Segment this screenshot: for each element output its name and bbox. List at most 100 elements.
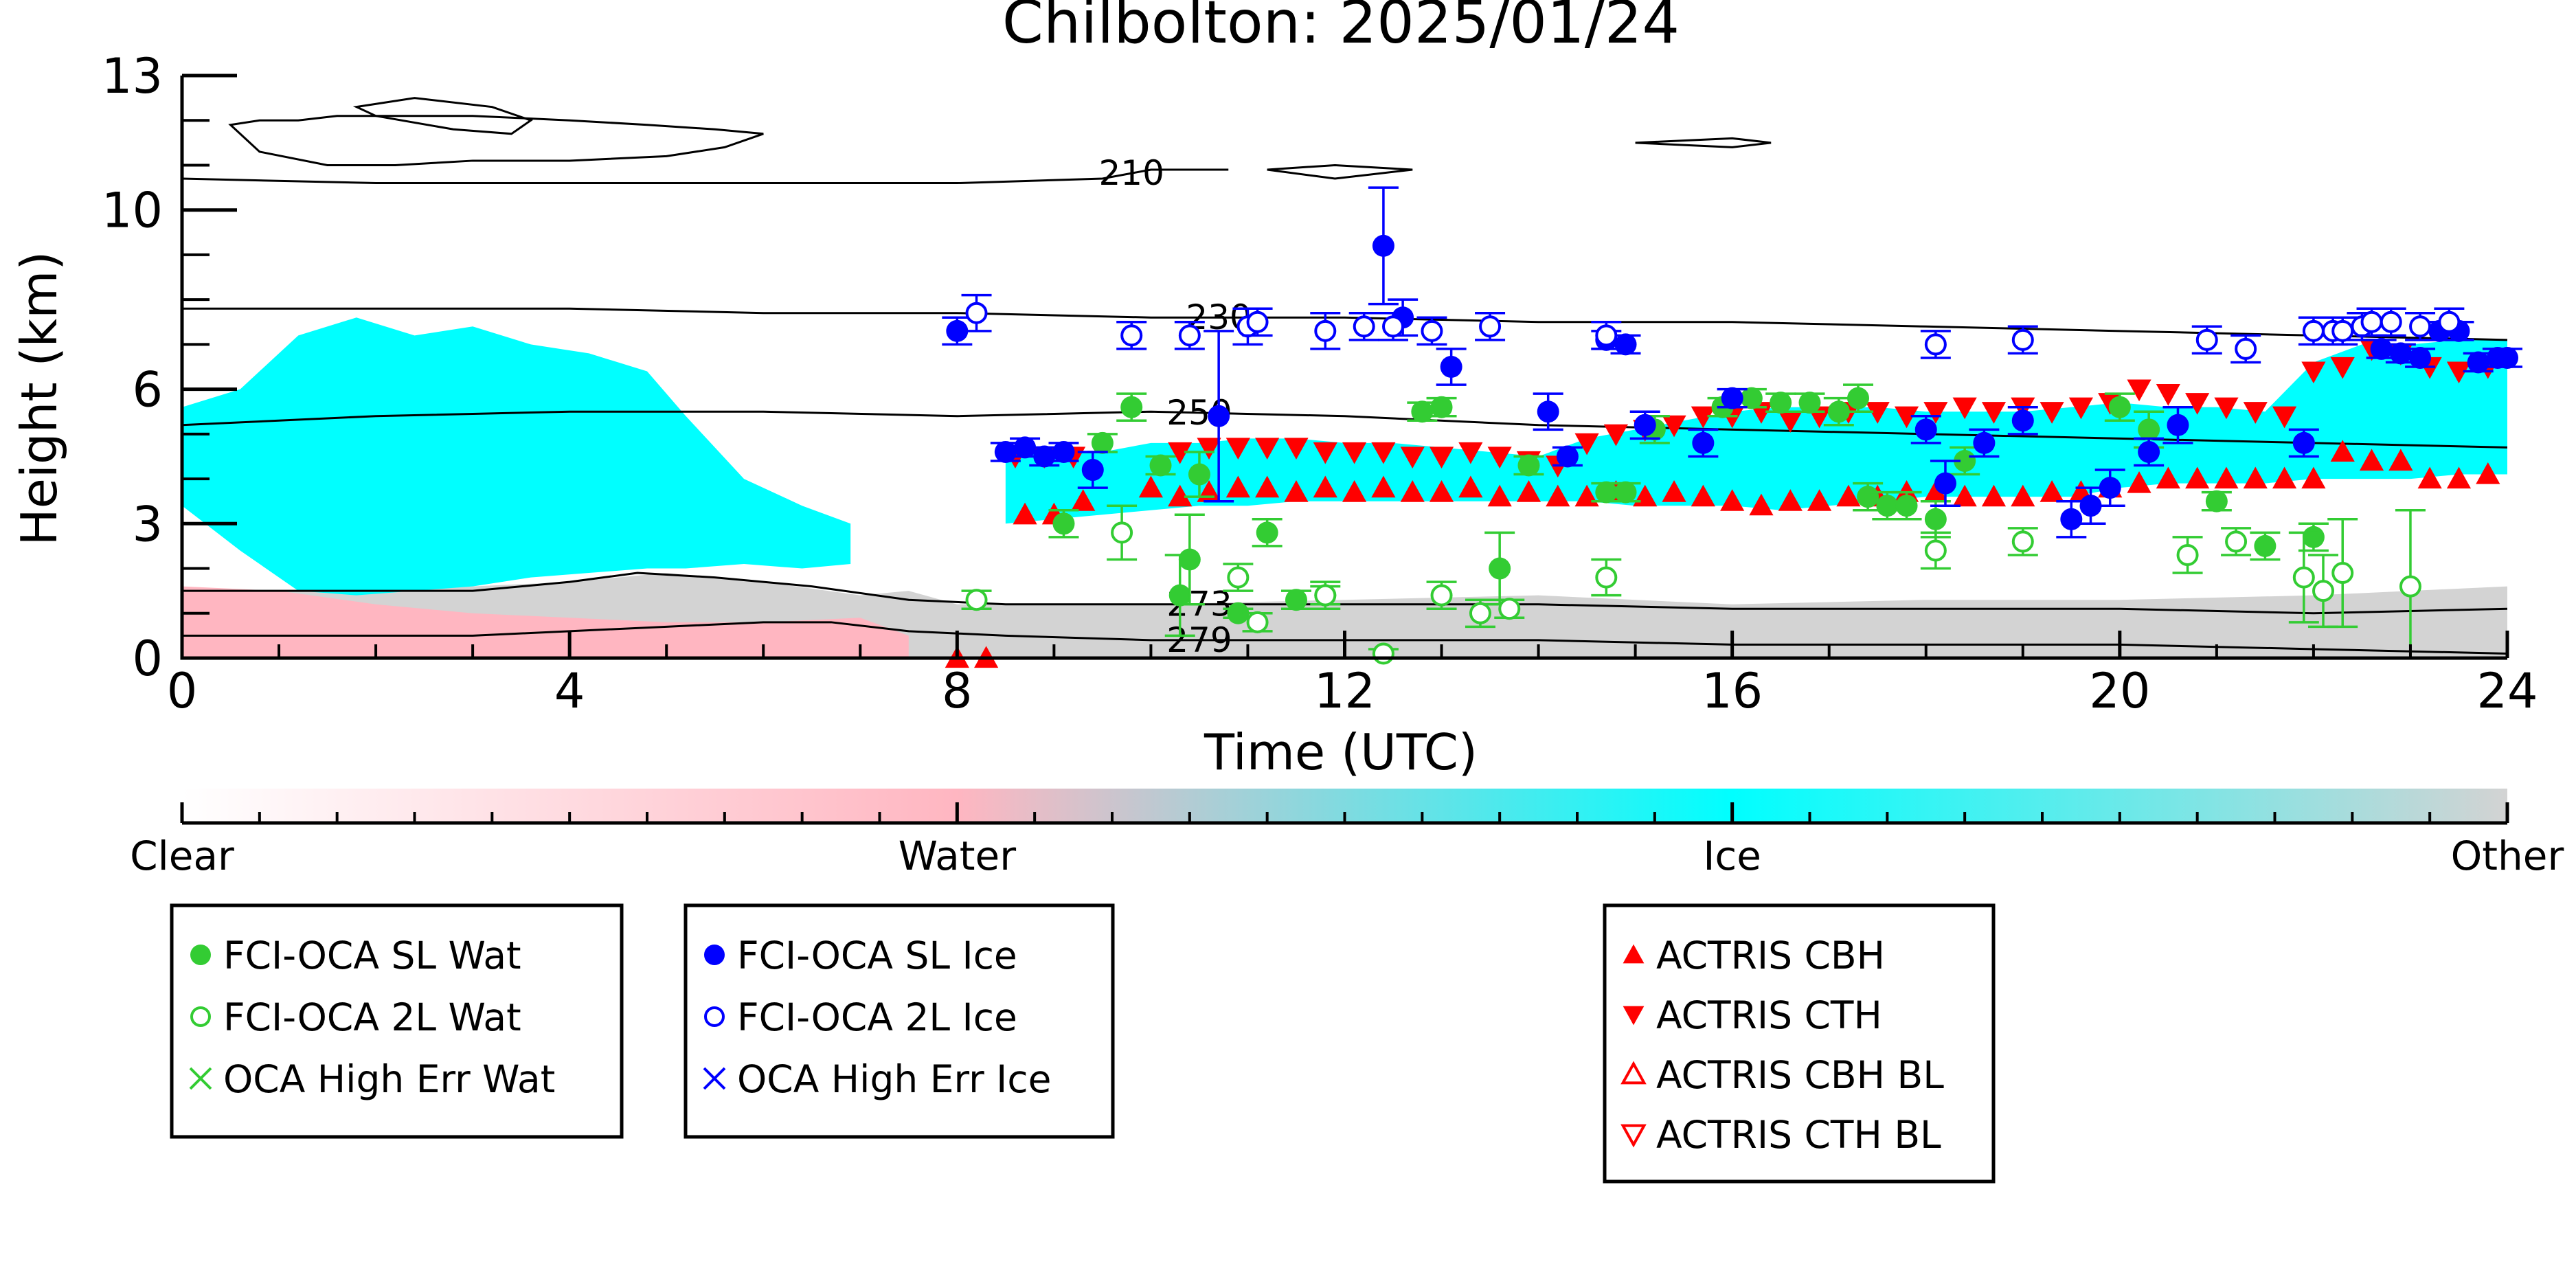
legend-frame	[170, 903, 624, 1139]
fci-oca-sl-ice-point	[1372, 234, 1394, 257]
fci-oca-sl-wat-point	[1517, 454, 1540, 477]
actris-cth-point	[1603, 424, 1629, 447]
legend-label-oca-high-err-wat: OCA High Err Wat	[223, 1057, 555, 1101]
fci-oca-sl-ice-point	[1556, 445, 1579, 468]
legend-marker-fci-oca-sl-wat	[190, 945, 211, 965]
legend-label-fci-oca-sl-ice: FCI-OCA SL Ice	[737, 934, 1017, 978]
legend-item-fci-oca-sl-wat: FCI-OCA SL Wat	[190, 934, 521, 978]
fci-oca-sl-wat-point	[1857, 486, 1879, 508]
fci-oca-sl-ice-point	[1973, 431, 1996, 454]
y-tick-label: 0	[132, 631, 163, 687]
y-axis-label: Height (km)	[10, 251, 68, 546]
fci-oca-sl-ice-point	[1914, 418, 1937, 441]
legend-item-oca-high-err-ice: OCA High Err Ice	[703, 1057, 1051, 1101]
isotherm-label-210: 210	[1098, 153, 1164, 193]
plot-background	[182, 317, 2508, 658]
isotherm-label-279: 279	[1166, 620, 1232, 660]
fci-oca-sl-wat-point	[1285, 589, 1307, 611]
fci-oca-2l-wat-point	[2399, 575, 2421, 598]
actris-cth-point	[1371, 442, 1396, 464]
isotherm-250	[181, 410, 2508, 449]
actris-cbh-point	[1458, 475, 1483, 498]
actris-cbh-point	[1516, 480, 1541, 502]
fci-oca-2l-wat-point	[2292, 566, 2315, 589]
high-contour-1	[228, 115, 764, 166]
fci-oca-sl-wat-point	[1168, 584, 1191, 607]
fci-oca-sl-ice-point	[1052, 440, 1075, 463]
actris-cbh-point	[1836, 484, 1861, 507]
colorbar-label-ice: Ice	[1703, 833, 1761, 879]
fci-oca-sl-ice-point	[2496, 346, 2518, 369]
fci-oca-sl-ice-point	[1721, 387, 1743, 409]
classification-colorbar: Clear Water Ice Other	[130, 789, 2564, 879]
actris-cbh-point	[1720, 489, 1745, 511]
actris-cth-point	[1923, 402, 1948, 424]
actris-cth-point	[1342, 442, 1367, 464]
actris-cbh-point	[1168, 484, 1193, 507]
fci-oca-sl-ice-point	[994, 440, 1017, 463]
actris-cth-point	[2185, 393, 2210, 415]
fci-oca-sl-ice-point	[2011, 409, 2034, 432]
actris-cth-point	[2040, 402, 2064, 424]
actris-cbh-point	[1313, 475, 1337, 498]
fci-oca-sl-wat-point	[2302, 526, 2325, 548]
actris-cbh-point	[2127, 471, 2151, 493]
x-axis-label: Time (UTC)	[1204, 723, 1478, 781]
fci-oca-sl-wat-point	[1924, 508, 1947, 530]
legend-frame	[683, 903, 1115, 1139]
actris-cbh-point	[2330, 440, 2355, 462]
actris-cbh-point	[2417, 466, 2442, 489]
chart-title: Chilbolton: 2025/01/24	[1002, 0, 1680, 57]
x-tick-label: 20	[2089, 663, 2150, 719]
fci-oca-sl-ice-point	[1033, 445, 1056, 468]
high-contour-3	[1267, 163, 1413, 180]
fci-oca-sl-wat-point	[1614, 481, 1637, 504]
fci-oca-2l-ice-point	[1421, 319, 1443, 342]
fci-oca-sl-wat-point	[1227, 602, 1250, 624]
fci-oca-sl-wat-point	[1430, 396, 1453, 418]
fci-oca-sl-ice-point	[1081, 459, 1104, 482]
actris-cbh-point	[1255, 475, 1280, 498]
legend-item-fci-oca-sl-ice: FCI-OCA SL Ice	[704, 934, 1017, 978]
fci-oca-sl-ice-point	[2138, 440, 2160, 463]
actris-cbh-point	[1284, 480, 1309, 502]
actris-cth-point	[1487, 447, 1512, 469]
fci-oca-sl-wat-point	[1740, 387, 1763, 409]
legend-marker-oca-high-err-ice	[703, 1067, 726, 1090]
fci-oca-sl-ice-point	[2167, 414, 2189, 436]
data-markers	[942, 186, 2522, 668]
actris-cbh-point	[1487, 484, 1512, 507]
x-tick-label: 4	[554, 663, 585, 719]
actris-cbh-point	[1400, 480, 1425, 502]
actris-cbh-point	[2011, 484, 2035, 507]
high-contour-2	[352, 97, 534, 135]
legend-label-actris-cth-bl: ACTRIS CTH BL	[1656, 1113, 1941, 1157]
actris-cbh-point	[1138, 475, 1164, 498]
fci-oca-sl-wat-point	[1847, 387, 1870, 409]
actris-cbh-point	[2446, 466, 2472, 489]
fci-oca-2l-ice-point	[2438, 310, 2461, 333]
legend-label-fci-oca-2l-wat: FCI-OCA 2L Wat	[223, 995, 521, 1039]
fci-oca-sl-wat-point	[1595, 481, 1618, 504]
fci-oca-sl-wat-point	[2254, 534, 2276, 557]
actris-cth-point	[1429, 447, 1454, 469]
fci-oca-sl-wat-point	[1411, 400, 1434, 423]
actris-cth-point	[1865, 402, 1890, 424]
actris-cbh-point	[2156, 466, 2180, 489]
legend: FCI-OCA SL Wat FCI-OCA 2L Wat OCA High Err…	[170, 903, 1996, 1184]
fci-oca-sl-wat-point	[2138, 418, 2160, 441]
actris-cth-point	[2272, 406, 2297, 429]
fci-oca-sl-ice-point	[1014, 436, 1037, 459]
legend-item-fci-oca-2l-wat: FCI-OCA 2L Wat	[190, 995, 521, 1039]
ice-classification-area-1	[182, 317, 851, 596]
fci-oca-2l-wat-point	[1498, 598, 1521, 620]
actris-cbh-point	[2388, 449, 2413, 471]
actris-cth-point	[1952, 397, 1977, 420]
actris-cbh-point	[2301, 466, 2326, 489]
fci-oca-sl-wat-point	[1827, 400, 1850, 423]
legend-marker-actris-cth	[1623, 1006, 1645, 1026]
legend-item-fci-oca-2l-ice: FCI-OCA 2L Ice	[704, 995, 1017, 1039]
actris-cbh-point	[2359, 449, 2384, 471]
actris-cbh-point	[2185, 466, 2210, 489]
